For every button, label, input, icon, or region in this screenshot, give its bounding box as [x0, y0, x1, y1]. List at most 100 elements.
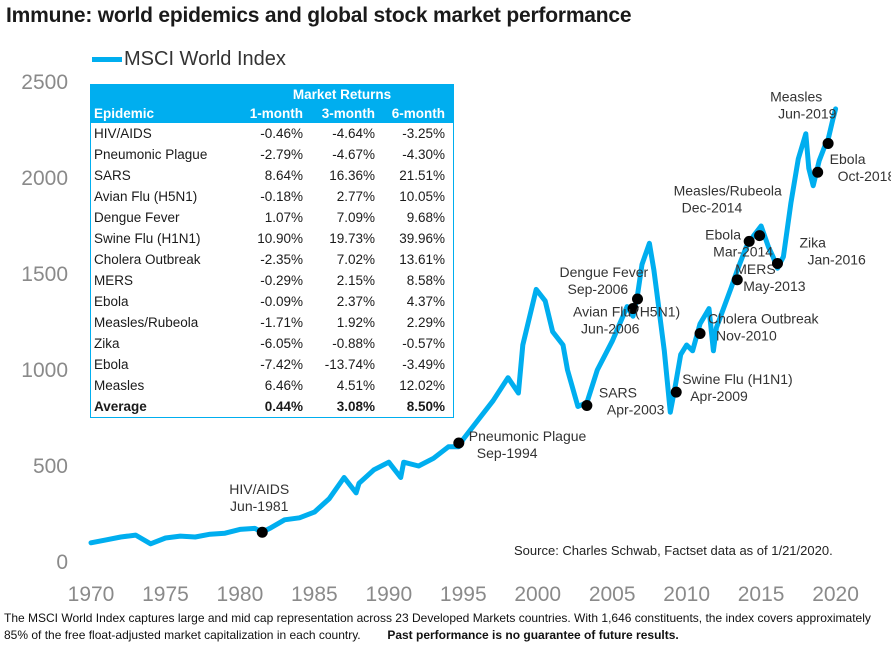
- average-3-month: 3.08%: [336, 399, 375, 414]
- x-tick-label: 2020: [812, 583, 859, 606]
- table-average-row: Average 0.44% 3.08% 8.50%: [91, 396, 453, 417]
- epidemic-name-cell: Ebola: [94, 294, 129, 309]
- table-row: Dengue Fever 1.07% 7.09% 9.68%: [91, 207, 453, 228]
- return-cell: 4.51%: [336, 378, 375, 393]
- epidemic-name-cell: HIV/AIDS: [94, 126, 152, 141]
- epidemic-marker: [771, 257, 783, 269]
- return-cell: -2.79%: [260, 147, 303, 162]
- epidemic-name-cell: Measles: [94, 378, 145, 393]
- table-row: MERS -0.29% 2.15% 8.58%: [91, 270, 453, 291]
- epidemic-name-cell: Avian Flu (H5N1): [94, 189, 198, 204]
- table-row: Zika -6.05% -0.88% -0.57%: [91, 333, 453, 354]
- table-row: SARS 8.64% 16.36% 21.51%: [91, 165, 453, 186]
- epidemic-marker: [754, 230, 766, 242]
- x-tick-label: 2005: [589, 583, 636, 606]
- table-header: Market Returns Epidemic 1-month 3-month …: [91, 85, 453, 123]
- footnote: The MSCI World Index captures large and …: [4, 610, 888, 644]
- return-cell: -6.05%: [260, 336, 303, 351]
- table-row: Ebola -7.42% -13.74% -3.49%: [91, 354, 453, 375]
- epidemic-marker: [670, 386, 682, 398]
- epidemic-annotation: Ebola Mar-2014: [705, 226, 773, 259]
- epidemic-name-cell: MERS: [94, 273, 134, 288]
- epidemic-annotation: Dengue Fever Sep-2006: [560, 264, 649, 297]
- return-cell: -0.09%: [260, 294, 303, 309]
- table-row: HIV/AIDS -0.46% -4.64% -3.25%: [91, 123, 453, 144]
- y-tick-label: 500: [33, 455, 68, 478]
- average-1-month: 0.44%: [264, 399, 303, 414]
- epidemic-name-cell: Pneumonic Plague: [94, 147, 208, 162]
- table-body: HIV/AIDS -0.46% -4.64% -3.25% Pneumonic Plag…: [91, 123, 453, 396]
- epidemic-marker: [743, 235, 755, 247]
- x-tick-label: 1970: [68, 583, 115, 606]
- epidemic-marker: [812, 166, 824, 178]
- col-header-6-month: 6-month: [391, 106, 445, 121]
- table-row: Cholera Outbreak -2.35% 7.02% 13.61%: [91, 249, 453, 270]
- legend-line-swatch: [92, 57, 122, 62]
- epidemic-marker: [632, 293, 644, 305]
- return-cell: -0.88%: [332, 336, 375, 351]
- table-row: Measles/Rubeola -1.71% 1.92% 2.29%: [91, 312, 453, 333]
- col-header-1-month: 1-month: [249, 106, 303, 121]
- epidemic-annotation: Swine Flu (H1N1) Apr-2009: [682, 371, 792, 404]
- return-cell: -4.64%: [332, 126, 375, 141]
- epidemic-annotation: Ebola Oct-2018: [830, 151, 891, 184]
- return-cell: 4.37%: [406, 294, 445, 309]
- return-cell: 1.92%: [336, 315, 375, 330]
- return-cell: 39.96%: [399, 231, 445, 246]
- epidemic-annotation: MERS May-2013: [735, 261, 805, 294]
- return-cell: 1.07%: [264, 210, 303, 225]
- return-cell: -1.71%: [260, 315, 303, 330]
- epidemic-marker: [627, 303, 639, 315]
- return-cell: -7.42%: [260, 357, 303, 372]
- x-tick-label: 1975: [142, 583, 189, 606]
- return-cell: -2.35%: [260, 252, 303, 267]
- epidemic-name-cell: SARS: [94, 168, 131, 183]
- epidemic-name-cell: Swine Flu (H1N1): [94, 231, 201, 246]
- epidemic-name-cell: Zika: [94, 336, 120, 351]
- return-cell: -0.46%: [260, 126, 303, 141]
- x-tick-label: 2010: [663, 583, 710, 606]
- return-cell: -0.18%: [260, 189, 303, 204]
- y-tick-label: 1500: [21, 263, 68, 286]
- return-cell: -4.30%: [402, 147, 445, 162]
- return-cell: 8.58%: [406, 273, 445, 288]
- return-cell: 16.36%: [329, 168, 375, 183]
- x-tick-label: 2015: [738, 583, 785, 606]
- epidemic-markers: HIV/AIDS Jun-1981 Pneumonic Plague Sep-1994…: [229, 88, 891, 538]
- legend-label: MSCI World Index: [124, 48, 286, 70]
- average-label: Average: [94, 399, 147, 414]
- return-cell: 7.02%: [336, 252, 375, 267]
- msci-world-index-line: [88, 106, 839, 547]
- epidemic-annotation: Measles/Rubeola Dec-2014: [674, 183, 782, 216]
- epidemic-annotation: Zika Jan-2016: [799, 234, 866, 267]
- footnote-text: The MSCI World Index captures large and …: [4, 611, 871, 642]
- x-tick-label: 1980: [217, 583, 264, 606]
- return-cell: 2.29%: [406, 315, 445, 330]
- table-row: Avian Flu (H5N1) -0.18% 2.77% 10.05%: [91, 186, 453, 207]
- chart-title: Immune: world epidemics and global stock…: [6, 4, 632, 27]
- x-tick-label: 1995: [440, 583, 487, 606]
- x-tick-label: 1985: [291, 583, 338, 606]
- table-row: Pneumonic Plague -2.79% -4.67% -4.30%: [91, 144, 453, 165]
- chart-legend: MSCI World Index: [92, 48, 286, 71]
- x-tick-label: 1990: [365, 583, 412, 606]
- return-cell: 13.61%: [399, 252, 445, 267]
- footnote-disclaimer: Past performance is no guarantee of futu…: [387, 628, 679, 642]
- return-cell: 12.02%: [399, 378, 445, 393]
- return-cell: 21.51%: [399, 168, 445, 183]
- return-cell: -0.29%: [260, 273, 303, 288]
- return-cell: 8.64%: [264, 168, 303, 183]
- col-header-epidemic: Epidemic: [94, 106, 155, 121]
- market-returns-table: Market Returns Epidemic 1-month 3-month …: [90, 84, 454, 418]
- return-cell: 2.15%: [336, 273, 375, 288]
- epidemic-marker: [453, 437, 465, 449]
- epidemic-annotation: Cholera Outbreak Nov-2010: [708, 311, 820, 344]
- table-row: Measles 6.46% 4.51% 12.02%: [91, 375, 453, 396]
- y-tick-label: 0: [56, 551, 68, 574]
- return-cell: 9.68%: [406, 210, 445, 225]
- return-cell: -4.67%: [332, 147, 375, 162]
- return-cell: 2.77%: [336, 189, 375, 204]
- epidemic-name-cell: Ebola: [94, 357, 129, 372]
- return-cell: 2.37%: [336, 294, 375, 309]
